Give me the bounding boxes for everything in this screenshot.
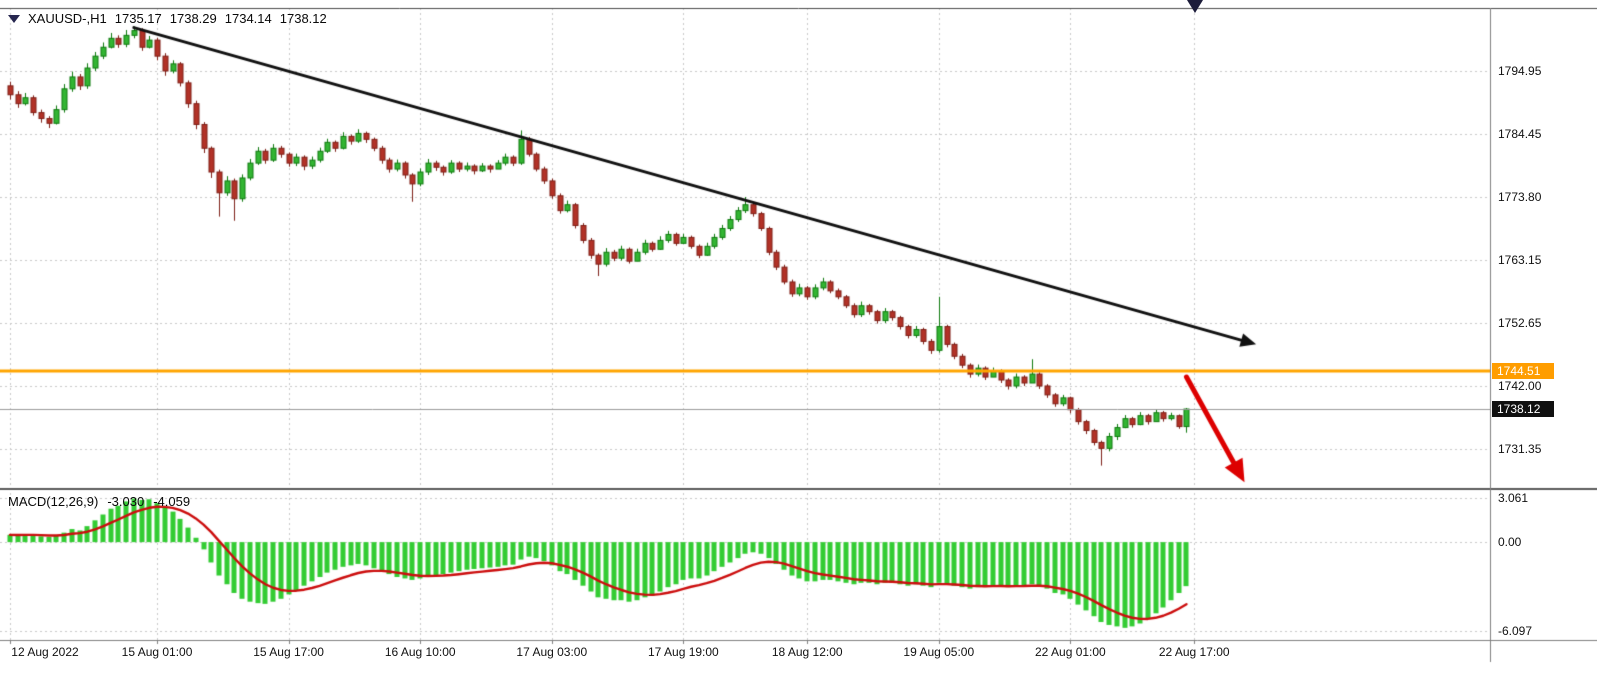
ohlc-low-value: 1734.14 [224,11,272,26]
chart-shift-marker-icon[interactable] [1187,0,1203,13]
macd-main-value: -3.030 [107,494,145,509]
ohlc-open-value: 1735.17 [114,11,162,26]
macd-indicator-label: MACD(12,26,9) -3.030 -4.059 [8,494,190,509]
chart-header: XAUUSD-,H1 1735.17 1738.29 1734.14 1738.… [8,11,327,26]
macd-tick-label: -6.097 [1498,623,1533,638]
time-tick-label: 17 Aug 03:00 [516,645,588,659]
price-tick-label: 1773.80 [1498,189,1542,204]
time-tick-label: 22 Aug 01:00 [1035,645,1106,659]
macd-tick-label: 0.00 [1498,535,1522,550]
time-tick-label: 12 Aug 2022 [11,645,79,659]
price-tick-label: 1742.00 [1498,378,1542,393]
macd-name-label: MACD(12,26,9) [8,494,99,509]
macd-signal-value: -4.059 [153,494,191,509]
time-tick-label: 16 Aug 10:00 [384,645,456,659]
time-tick-label: 19 Aug 05:00 [903,645,975,659]
price-tick-label: 1752.65 [1498,315,1542,330]
price-tick-label: 1763.15 [1498,253,1542,268]
time-tick-label: 22 Aug 17:00 [1158,645,1230,659]
symbol-dropdown-icon[interactable] [8,14,20,23]
price-tick-label: 1794.95 [1498,64,1542,79]
time-tick-label: 15 Aug 17:00 [253,645,324,659]
price-tick-label: 1731.35 [1498,442,1542,457]
ohlc-close-value: 1738.12 [279,11,327,26]
time-tick-label: 17 Aug 19:00 [648,645,719,659]
orange-level-price-badge: 1744.51 [1492,363,1554,380]
time-tick-label: 15 Aug 01:00 [121,645,193,659]
current-price-badge: 1738.12 [1492,401,1554,418]
price-tick-label: 1784.45 [1498,126,1542,141]
symbol-timeframe-label: XAUUSD-,H1 [28,11,107,26]
macd-tick-label: 3.061 [1498,490,1529,505]
time-tick-label: 18 Aug 12:00 [771,645,843,659]
ohlc-high-value: 1738.29 [169,11,217,26]
